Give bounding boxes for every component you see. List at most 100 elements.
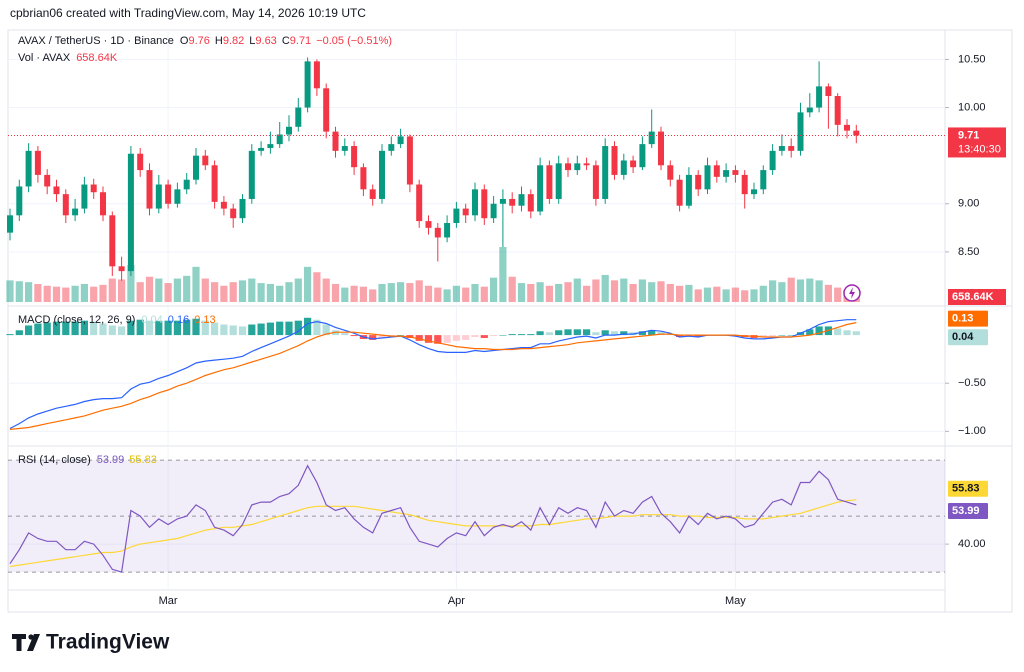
candle-body bbox=[174, 189, 181, 204]
candle-body bbox=[797, 112, 804, 151]
macd-histogram-bar bbox=[787, 335, 795, 336]
rsi-label-box bbox=[948, 502, 988, 519]
candle-body bbox=[704, 165, 711, 190]
volume-bar bbox=[527, 283, 535, 302]
candle-body bbox=[713, 165, 720, 177]
macd-histogram-bar bbox=[815, 326, 823, 336]
macd-name: MACD (close, 12, 26, 9) bbox=[18, 314, 135, 326]
macd-histogram-bar bbox=[778, 335, 786, 336]
candle-body bbox=[555, 163, 562, 199]
candle-body bbox=[258, 147, 265, 151]
macd-histogram-bar bbox=[555, 330, 563, 336]
macd-histogram-bar bbox=[369, 335, 377, 340]
y-tick-label: 9.00 bbox=[958, 198, 979, 210]
macd-histogram-bar bbox=[248, 324, 256, 336]
volume-bar bbox=[424, 285, 433, 302]
volume-bar bbox=[555, 283, 563, 302]
signal-line bbox=[9, 322, 857, 430]
volume-bar bbox=[415, 280, 423, 302]
volume-bar bbox=[52, 286, 61, 302]
candle-body bbox=[760, 170, 767, 190]
y-tick-label: −1.00 bbox=[958, 425, 986, 437]
macd-histogram-bar bbox=[220, 324, 228, 336]
candle-body bbox=[406, 136, 413, 185]
candle-body bbox=[332, 131, 339, 151]
candle-body bbox=[369, 189, 376, 199]
macd-histogram-bar bbox=[415, 335, 423, 341]
price-box bbox=[948, 127, 1006, 158]
macd-histogram-bar bbox=[229, 325, 237, 336]
prefix: O bbox=[180, 35, 189, 47]
volume-box bbox=[948, 289, 1006, 305]
macd-histogram-bar bbox=[341, 333, 349, 336]
y-tick-label: 40.00 bbox=[958, 538, 986, 550]
rsi-ma-value: 55.83 bbox=[129, 454, 157, 466]
signal-label-box bbox=[948, 310, 988, 327]
volume-bar bbox=[657, 281, 665, 302]
volume-bar bbox=[769, 280, 777, 302]
volume-bar bbox=[136, 282, 144, 302]
macd-histogram-bar bbox=[145, 320, 154, 336]
macd-histogram-bar bbox=[648, 330, 656, 336]
candle-body bbox=[230, 208, 237, 219]
volume-bar bbox=[508, 276, 516, 302]
candle-body bbox=[286, 126, 292, 135]
macd-histogram-bar bbox=[15, 330, 23, 336]
macd-histogram-bar bbox=[676, 335, 684, 338]
volume-bar bbox=[155, 278, 163, 302]
header: cpbrian06 created with TradingView.com, … bbox=[10, 6, 366, 20]
macd-histogram-bar bbox=[806, 329, 814, 336]
macd-histogram-bar bbox=[62, 321, 70, 336]
candle-body bbox=[155, 184, 162, 209]
candle-body bbox=[741, 174, 748, 195]
lightning-icon bbox=[849, 287, 855, 299]
open-value: 9.76 bbox=[188, 35, 209, 47]
volume-bar bbox=[694, 289, 702, 302]
candle-body bbox=[844, 124, 850, 131]
macd-histogram-bar bbox=[183, 319, 191, 336]
candle-body bbox=[211, 165, 218, 202]
candle-body bbox=[806, 107, 813, 113]
volume-bar bbox=[211, 282, 219, 302]
candle-body bbox=[630, 160, 637, 168]
hist-label-box bbox=[948, 329, 988, 346]
volume-bar bbox=[397, 282, 405, 302]
candle-body bbox=[620, 160, 627, 175]
candle-body bbox=[592, 165, 599, 199]
rsi-ma-label: 55.83 bbox=[952, 483, 980, 495]
macd-histogram-bar bbox=[852, 331, 860, 336]
candle-body bbox=[751, 189, 757, 195]
change: −0.05 (−0.51%) bbox=[316, 35, 392, 47]
macd-histogram-bar bbox=[276, 321, 284, 336]
candle-body bbox=[695, 174, 702, 190]
y-tick-label: 10.00 bbox=[958, 101, 986, 113]
macd-histogram-bar bbox=[164, 320, 172, 336]
macd-histogram-bar bbox=[108, 325, 116, 336]
candle-body bbox=[732, 170, 739, 175]
candle-body bbox=[16, 186, 23, 216]
candle-body bbox=[379, 150, 385, 199]
prefix: C bbox=[282, 35, 290, 47]
macd-histogram-bar bbox=[759, 335, 767, 338]
macd-histogram-bar bbox=[397, 335, 405, 336]
candle-body bbox=[434, 227, 441, 238]
volume-bar bbox=[359, 286, 367, 302]
macd-histogram-bar bbox=[238, 326, 247, 336]
candle-body bbox=[62, 194, 69, 216]
candle-body bbox=[834, 96, 841, 125]
macd-histogram-bar bbox=[471, 335, 479, 338]
volume-bar bbox=[796, 279, 805, 302]
rsi-band bbox=[8, 460, 945, 573]
volume-bar bbox=[71, 285, 79, 302]
macd-histogram-bar bbox=[90, 321, 98, 336]
volume-bar bbox=[369, 289, 377, 302]
candle-body bbox=[472, 189, 478, 216]
volume-bar bbox=[573, 278, 581, 302]
candle-body bbox=[778, 146, 785, 151]
volume-bar bbox=[99, 284, 107, 302]
macd-histogram-bar bbox=[592, 332, 600, 336]
volume-bar bbox=[741, 290, 749, 302]
candle-body bbox=[341, 146, 348, 151]
volume-bar bbox=[34, 283, 42, 302]
volume-bar bbox=[648, 282, 656, 302]
